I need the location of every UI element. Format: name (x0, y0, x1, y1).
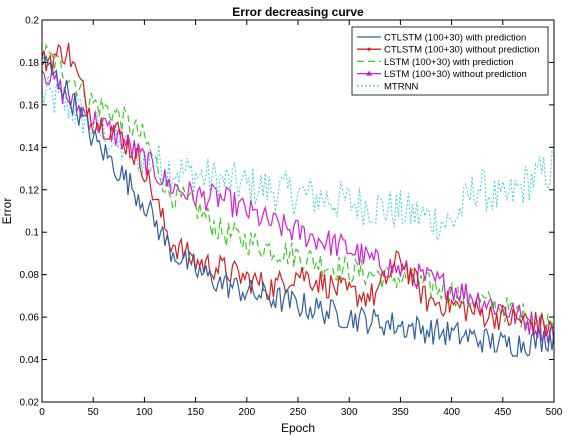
x-tick-label: 100 (136, 407, 153, 418)
x-tick-label: 300 (341, 407, 358, 418)
x-tick-label: 250 (290, 407, 307, 418)
y-tick-label: 0.02 (20, 398, 40, 409)
legend-label-1: CTLSTM (100+30) without prediction (384, 45, 540, 56)
axis-ticks: 0 50 100 150 200 250 300 350 400 450 500 0.02 0.04 0.… (20, 16, 563, 419)
x-tick-label: 150 (187, 407, 204, 418)
y-tick-label: 0.04 (20, 355, 40, 366)
legend-label-0: CTLSTM (100+30) with prediction (384, 33, 526, 44)
y-tick-label: 0.12 (20, 185, 40, 196)
legend-label-4: MTRNN (384, 81, 418, 92)
chart-title: Error decreasing curve (232, 5, 364, 19)
y-tick-label: 0.18 (20, 58, 40, 69)
x-axis-label: Epoch (281, 421, 315, 435)
legend-box (351, 26, 549, 96)
legend-marker-3 (366, 70, 372, 76)
y-tick-label: 0.08 (20, 270, 40, 281)
x-tick-label: 350 (392, 407, 409, 418)
series-line-4 (41, 75, 555, 243)
y-axis-label: Error (0, 198, 14, 225)
x-tick-label: 0 (39, 407, 45, 418)
y-tick-label: 0.06 (20, 313, 40, 324)
y-tick-label: 0.2 (25, 16, 39, 27)
legend-label-3: LSTM (100+30) without prediction (384, 69, 527, 80)
series-line-1 (41, 42, 555, 338)
x-tick-label: 450 (494, 407, 511, 418)
x-tick-label: 400 (443, 407, 460, 418)
y-tick-label: 0.1 (25, 228, 39, 239)
y-tick-label: 0.14 (20, 143, 40, 154)
x-tick-label: 50 (88, 407, 100, 418)
legend-marker-1 (367, 47, 371, 51)
plot-series (41, 42, 555, 358)
series-line-0 (41, 54, 555, 358)
x-tick-label: 200 (238, 407, 255, 418)
y-tick-label: 0.16 (20, 100, 40, 111)
legend-label-2: LSTM (100+30) with prediction (384, 57, 514, 68)
series-line-3 (41, 66, 555, 344)
x-tick-label: 500 (546, 407, 563, 418)
